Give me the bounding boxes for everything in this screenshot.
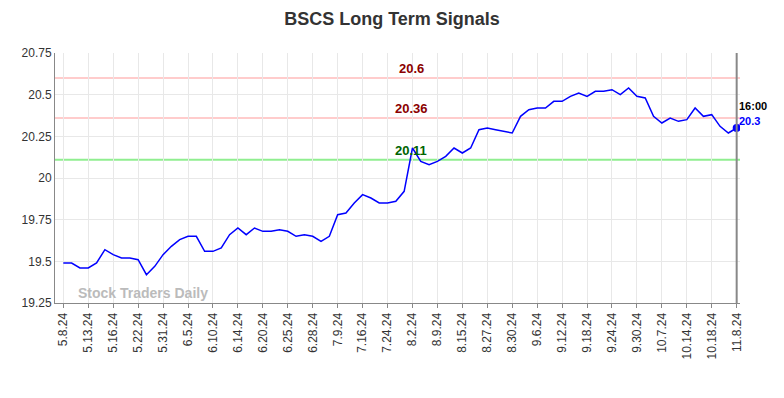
svg-text:20: 20 — [38, 171, 52, 185]
svg-text:7.9.24: 7.9.24 — [331, 312, 345, 346]
svg-text:19.5: 19.5 — [28, 255, 52, 269]
svg-text:20.25: 20.25 — [22, 130, 52, 144]
svg-text:20.75: 20.75 — [22, 46, 52, 60]
svg-text:6.28.24: 6.28.24 — [306, 312, 320, 352]
svg-text:5.13.24: 5.13.24 — [81, 312, 95, 352]
svg-text:9.12.24: 9.12.24 — [555, 312, 569, 352]
svg-text:20.11: 20.11 — [395, 143, 427, 158]
svg-text:5.16.24: 5.16.24 — [106, 312, 120, 352]
svg-text:9.24.24: 9.24.24 — [605, 312, 619, 352]
svg-text:BSCS Long Term Signals: BSCS Long Term Signals — [284, 9, 500, 29]
svg-text:10.7.24: 10.7.24 — [655, 312, 669, 352]
svg-text:5.31.24: 5.31.24 — [156, 312, 170, 352]
svg-text:9.30.24: 9.30.24 — [630, 312, 644, 352]
svg-text:11.8.24: 11.8.24 — [730, 312, 744, 351]
svg-text:7.24.24: 7.24.24 — [380, 312, 394, 352]
svg-text:16:00: 16:00 — [739, 100, 767, 112]
svg-text:8.15.24: 8.15.24 — [455, 312, 469, 352]
svg-text:Stock Traders Daily: Stock Traders Daily — [78, 285, 208, 301]
svg-text:9.6.24: 9.6.24 — [530, 312, 544, 346]
svg-text:6.20.24: 6.20.24 — [256, 312, 270, 352]
svg-text:5.8.24: 5.8.24 — [56, 312, 70, 346]
svg-text:19.75: 19.75 — [22, 213, 52, 227]
svg-text:8.2.24: 8.2.24 — [405, 312, 419, 346]
svg-text:6.5.24: 6.5.24 — [181, 312, 195, 346]
svg-text:8.27.24: 8.27.24 — [480, 312, 494, 352]
svg-text:20.5: 20.5 — [28, 88, 52, 102]
svg-text:5.22.24: 5.22.24 — [131, 312, 145, 352]
svg-text:8.9.24: 8.9.24 — [430, 312, 444, 346]
svg-text:8.30.24: 8.30.24 — [505, 312, 519, 352]
svg-text:20.36: 20.36 — [395, 101, 428, 116]
svg-text:6.14.24: 6.14.24 — [231, 312, 245, 352]
svg-text:10.18.24: 10.18.24 — [705, 312, 719, 359]
svg-text:20.3: 20.3 — [739, 115, 760, 127]
svg-text:6.25.24: 6.25.24 — [281, 312, 295, 352]
svg-text:20.6: 20.6 — [399, 61, 424, 76]
svg-text:9.18.24: 9.18.24 — [580, 312, 594, 352]
svg-text:7.16.24: 7.16.24 — [355, 312, 369, 352]
svg-text:10.14.24: 10.14.24 — [680, 312, 694, 359]
svg-text:6.10.24: 6.10.24 — [206, 312, 220, 352]
svg-text:19.25: 19.25 — [22, 296, 52, 310]
